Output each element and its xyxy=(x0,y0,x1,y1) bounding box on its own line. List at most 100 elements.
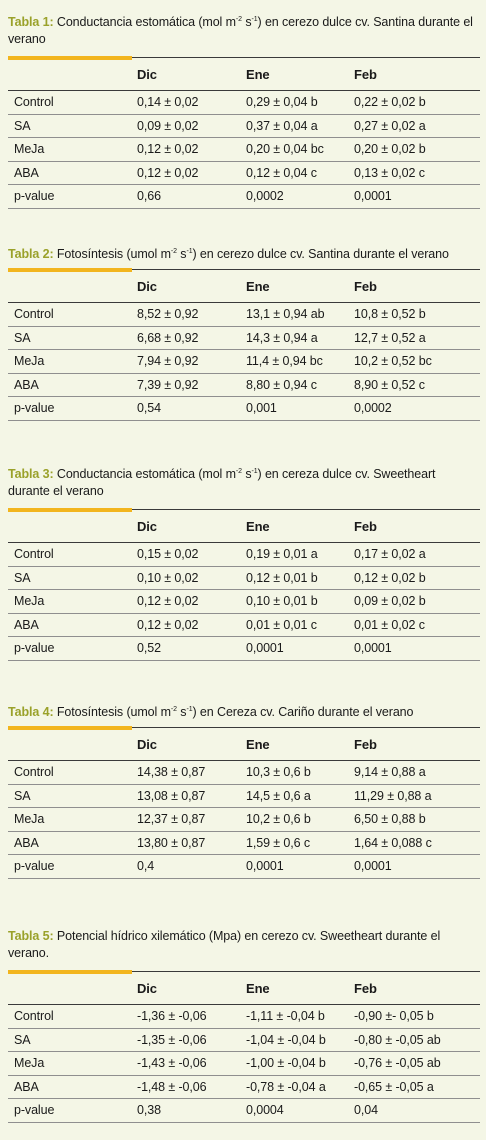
table-cell: 8,90 ± 0,52 c xyxy=(354,377,425,392)
row-label: ABA xyxy=(14,165,39,180)
table-label: Tabla 5: xyxy=(8,929,54,943)
caption-superscript: -2 xyxy=(235,467,242,475)
table-cell: -0,65 ± -0,05 a xyxy=(354,1079,434,1094)
header-top-rule xyxy=(132,269,480,270)
header-top-rule xyxy=(132,727,480,728)
row-label: ABA xyxy=(14,1079,39,1094)
table-row-p-value: p-value 0,52 0,0001 0,0001 xyxy=(8,637,480,661)
table-cell: 0,0001 xyxy=(354,641,392,655)
header-bottom-rule xyxy=(8,1004,480,1005)
table-row-sa: SA -1,35 ± -0,06 -1,04 ± -0,04 b -0,80 ± -0… xyxy=(8,1029,480,1052)
column-header-feb: Feb xyxy=(354,279,377,294)
table-cell: 14,5 ± 0,6 a xyxy=(246,788,311,803)
row-label: ABA xyxy=(14,377,39,392)
column-header-dic: Dic xyxy=(137,67,157,82)
table-cell: 0,54 xyxy=(137,401,161,415)
table-row-p-value: p-value 0,54 0,001 0,0002 xyxy=(8,397,480,421)
table-cell: 0,09 ± 0,02 xyxy=(137,118,199,133)
table-cell: 0,13 ± 0,02 c xyxy=(354,165,425,180)
column-header-dic: Dic xyxy=(137,279,157,294)
row-label: Control xyxy=(14,765,54,779)
table-row-aba: ABA 0,12 ± 0,02 0,01 ± 0,01 c 0,01 ± 0,02 c xyxy=(8,614,480,637)
table-header-row: Dic Ene Feb xyxy=(8,730,480,760)
table-cell: 0,27 ± 0,02 a xyxy=(354,118,426,133)
row-label: SA xyxy=(14,118,31,133)
table-row-p-value: p-value 0,4 0,0001 0,0001 xyxy=(8,855,480,879)
table-row-p-value: p-value 0,38 0,0004 0,04 xyxy=(8,1099,480,1123)
table-header-row: Dic Ene Feb xyxy=(8,272,480,302)
column-header-feb: Feb xyxy=(354,981,377,996)
table-cell: -1,04 ± -0,04 b xyxy=(246,1032,326,1047)
table-cell: 14,38 ± 0,87 xyxy=(137,765,206,779)
table-cell: 0,10 ± 0,02 xyxy=(137,570,199,585)
table-cell: 0,12 ± 0,04 c xyxy=(246,165,317,180)
table-row-aba: ABA 0,12 ± 0,02 0,12 ± 0,04 c 0,13 ± 0,02 c xyxy=(8,162,480,185)
data-table: Dic Ene Feb Control 0,14 ± 0,02 0,29 ± 0,04 b… xyxy=(8,56,480,226)
caption-text: Conductancia estomática (mol m xyxy=(53,15,236,29)
table-cell: 8,80 ± 0,94 c xyxy=(246,377,317,392)
table-cell: 0,01 ± 0,01 c xyxy=(246,617,317,632)
header-accent-bar xyxy=(8,726,132,730)
table-cell: 0,12 ± 0,01 b xyxy=(246,570,318,585)
table-caption: Tabla 5: Potencial hídrico xilemático (M… xyxy=(8,928,480,962)
row-label: Control xyxy=(14,95,54,109)
caption-text: ) en cerezo dulce cv. Santina durante el… xyxy=(8,15,473,46)
row-label: SA xyxy=(14,788,31,803)
table-label: Tabla 4: xyxy=(8,705,54,719)
table-row-control: Control 0,14 ± 0,02 0,29 ± 0,04 b 0,22 ± 0,… xyxy=(8,91,480,115)
table-cell: 10,8 ± 0,52 b xyxy=(354,307,426,321)
row-label: Control xyxy=(14,547,54,561)
table-cell: 7,39 ± 0,92 xyxy=(137,377,199,392)
table-row-control: Control 14,38 ± 0,87 10,3 ± 0,6 b 9,14 ± 0,… xyxy=(8,761,480,785)
caption-superscript: -1 xyxy=(186,705,193,713)
column-header-dic: Dic xyxy=(137,737,157,752)
row-label: SA xyxy=(14,330,31,345)
row-label: ABA xyxy=(14,835,39,850)
column-header-feb: Feb xyxy=(354,737,377,752)
row-label: Control xyxy=(14,307,54,321)
table-row-sa: SA 0,10 ± 0,02 0,12 ± 0,01 b 0,12 ± 0,02 b xyxy=(8,567,480,590)
table-cell: -1,48 ± -0,06 xyxy=(137,1079,207,1094)
table-row-p-value: p-value 0,66 0,0002 0,0001 xyxy=(8,185,480,209)
header-accent-bar xyxy=(8,56,132,60)
row-label: Control xyxy=(14,1009,54,1023)
header-accent-bar xyxy=(8,268,132,272)
table-cell: 14,3 ± 0,94 a xyxy=(246,330,318,345)
table-cell: -1,11 ± -0,04 b xyxy=(246,1009,325,1023)
table-cell: -0,80 ± -0,05 ab xyxy=(354,1032,441,1047)
header-accent-bar xyxy=(8,508,132,512)
table-cell: 0,01 ± 0,02 c xyxy=(354,617,425,632)
table-cell: 0,12 ± 0,02 b xyxy=(354,570,426,585)
table-cell: 0,12 ± 0,02 xyxy=(137,142,199,156)
table-cell: 6,50 ± 0,88 b xyxy=(354,812,426,826)
table-cell: 0,04 xyxy=(354,1103,378,1117)
table-cell: 0,29 ± 0,04 b xyxy=(246,95,318,109)
table-cell: 0,66 xyxy=(137,189,161,203)
row-label: p-value xyxy=(14,1103,55,1117)
header-accent-bar xyxy=(8,970,132,974)
column-header-dic: Dic xyxy=(137,519,157,534)
data-table: Dic Ene Feb Control 8,52 ± 0,92 13,1 ± 0,94 a… xyxy=(8,268,480,438)
table-row-sa: SA 0,09 ± 0,02 0,37 ± 0,04 a 0,27 ± 0,02 a xyxy=(8,115,480,138)
table-cell: 12,37 ± 0,87 xyxy=(137,812,206,826)
table-row-aba: ABA -1,48 ± -0,06 -0,78 ± -0,04 a -0,65 ± -… xyxy=(8,1076,480,1099)
table-cell: -0,78 ± -0,04 a xyxy=(246,1079,326,1094)
table-cell: 10,2 ± 0,6 b xyxy=(246,812,311,826)
table-cell: 0,20 ± 0,04 bc xyxy=(246,142,324,156)
table-header-row: Dic Ene Feb xyxy=(8,974,480,1004)
table-cell: 0,001 xyxy=(246,401,277,415)
row-label: MeJa xyxy=(14,142,45,156)
header-top-rule xyxy=(132,971,480,972)
table-cell: 0,38 xyxy=(137,1103,161,1117)
table-row-meja: MeJa -1,43 ± -0,06 -1,00 ± -0,04 b -0,76 ± … xyxy=(8,1052,480,1076)
caption-superscript: -2 xyxy=(170,247,177,255)
table-row-aba: ABA 7,39 ± 0,92 8,80 ± 0,94 c 8,90 ± 0,52 c xyxy=(8,374,480,397)
table-cell: 10,2 ± 0,52 bc xyxy=(354,354,432,368)
table-row-meja: MeJa 12,37 ± 0,87 10,2 ± 0,6 b 6,50 ± 0,88 … xyxy=(8,808,480,832)
header-bottom-rule xyxy=(8,542,480,543)
data-table: Dic Ene Feb Control -1,36 ± -0,06 -1,11 ± -0,… xyxy=(8,970,480,1140)
table-cell: 13,08 ± 0,87 xyxy=(137,788,206,803)
table-cell: 0,0004 xyxy=(246,1103,284,1117)
caption-text: s xyxy=(241,15,252,29)
